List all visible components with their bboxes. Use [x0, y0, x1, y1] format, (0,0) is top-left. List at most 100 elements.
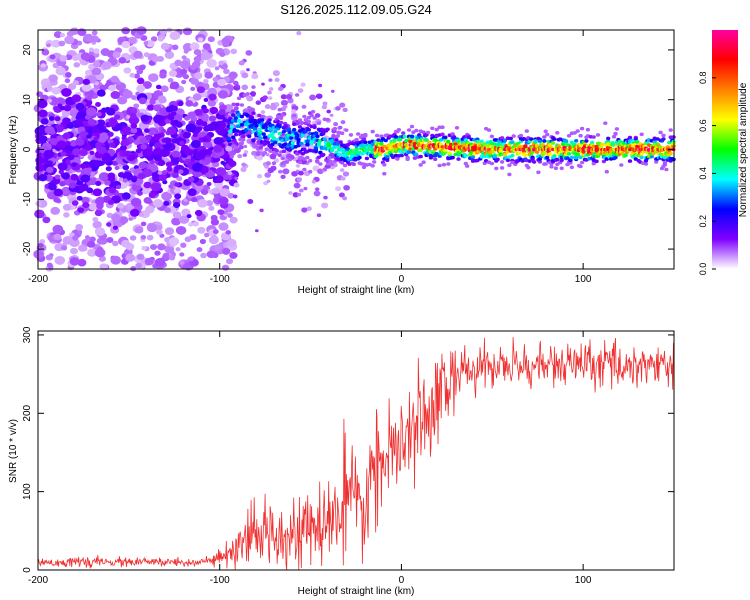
- spectrogram-point: [302, 167, 307, 172]
- spectrogram-point: [255, 152, 261, 156]
- spectrogram-point: [291, 109, 297, 114]
- spectrogram-point: [271, 136, 277, 141]
- spectrogram-point: [251, 73, 259, 80]
- spectrogram-point: [278, 120, 284, 125]
- spectrogram-point: [129, 235, 137, 241]
- spectrogram-point: [294, 93, 300, 97]
- spectrogram-point: [75, 102, 85, 111]
- spectrogram-point: [202, 137, 208, 142]
- spectrogram-point: [165, 161, 173, 168]
- spectrogram-point: [108, 84, 117, 92]
- spectrogram-point: [668, 151, 673, 156]
- spectrogram-point: [82, 167, 90, 175]
- spectrogram-point: [510, 153, 515, 158]
- spectrogram-point: [70, 173, 79, 181]
- spectrogram-point: [215, 167, 227, 177]
- spectrogram-point: [157, 95, 167, 103]
- spectrogram-point: [231, 135, 236, 140]
- spectrogram-point: [188, 222, 194, 227]
- spectrogram-point: [545, 132, 550, 137]
- spectrogram-point: [313, 190, 321, 197]
- spectrogram-point: [231, 113, 236, 117]
- spectrogram-point: [194, 109, 203, 116]
- spectrogram-point: [171, 217, 181, 226]
- spectrogram-point: [196, 247, 203, 253]
- spectrogram-point: [302, 114, 307, 119]
- spectrogram-point: [243, 144, 248, 149]
- spectrogram-point: [293, 182, 301, 189]
- spectrogram-point: [294, 151, 300, 156]
- spectrogram-point: [204, 71, 213, 79]
- spectrogram-point: [236, 118, 242, 123]
- spectrogram-point: [144, 257, 154, 266]
- spectrogram-point: [623, 153, 628, 158]
- spectrogram-point: [208, 115, 217, 122]
- spectrogram-point: [443, 148, 448, 153]
- spectrogram-point: [603, 121, 608, 125]
- spectrogram-point: [110, 75, 119, 83]
- spectrogram-point: [363, 134, 368, 138]
- snr-panel: -200 -100 0 100 0 100 200 300 Height of straigh…: [8, 326, 675, 597]
- spectrogram-point: [63, 104, 72, 112]
- spectrogram-point: [285, 94, 293, 100]
- spectrogram-point: [164, 227, 175, 235]
- spectrogram-point: [585, 127, 591, 132]
- spectrogram-point: [340, 161, 345, 165]
- spectrogram-point: [118, 57, 127, 64]
- spectrogram-point: [152, 199, 164, 208]
- spectrogram-point: [64, 78, 71, 84]
- spectrogram-point: [251, 150, 258, 156]
- spectrogram-point: [69, 110, 78, 117]
- spectrogram-point: [191, 197, 198, 203]
- spectrogram-point: [342, 107, 348, 113]
- spectrogram-point: [277, 169, 283, 174]
- spectrogram-point: [361, 165, 367, 170]
- spectrogram-point: [144, 128, 150, 133]
- spectrogram-point: [337, 152, 342, 157]
- spectrogram-point: [342, 163, 348, 168]
- spectrogram-point: [130, 113, 137, 119]
- spectrogram-point: [227, 213, 233, 218]
- spectrogram-point: [52, 224, 64, 234]
- spectrogram-point: [61, 186, 71, 195]
- spectrogram-point: [51, 86, 61, 95]
- spectrogram-point: [101, 154, 112, 163]
- spectrogram-point: [281, 149, 287, 153]
- spectrogram-point: [338, 192, 345, 198]
- spectrogram-point: [115, 184, 122, 190]
- spectrogram-point: [78, 183, 89, 192]
- spectrogram-point: [241, 84, 249, 91]
- spectrogram-point: [153, 104, 162, 112]
- spectrogram-point: [229, 124, 234, 129]
- spectrogram-point: [62, 235, 73, 245]
- spectrogram-point: [283, 124, 288, 128]
- spectrogram-point: [175, 247, 181, 252]
- spectrogram-point: [112, 240, 119, 247]
- spectrogram-point: [561, 142, 566, 147]
- spectrogram-point: [72, 148, 81, 156]
- spectrogram-point: [542, 151, 547, 155]
- spectrogram-point: [46, 166, 54, 174]
- spectrogram-point: [292, 127, 297, 132]
- spectrogram-point: [148, 142, 155, 147]
- spectrogram-point: [310, 109, 316, 114]
- spectrogram-point: [147, 104, 155, 111]
- spectrogram-point: [84, 69, 93, 76]
- colorbar-tick-label: 0.0: [698, 263, 708, 276]
- spectrogram-point: [418, 148, 423, 152]
- spectrogram-point: [114, 114, 121, 120]
- spectrogram-point: [296, 177, 303, 182]
- spectrogram-point: [569, 165, 575, 170]
- spectrogram-point: [131, 177, 137, 183]
- spectrogram-point: [283, 104, 288, 109]
- spectrogram-point: [86, 107, 97, 117]
- spectrogram-point: [156, 229, 163, 235]
- spectrogram-point: [274, 152, 279, 156]
- spectrogram-point: [172, 113, 183, 123]
- spectrogram-point: [62, 203, 72, 211]
- spectrogram-point: [212, 187, 221, 194]
- spectrogram-point: [315, 160, 320, 164]
- spectrogram-point: [462, 142, 467, 147]
- spectrogram-point: [120, 138, 130, 147]
- spectrogram-point: [265, 153, 270, 157]
